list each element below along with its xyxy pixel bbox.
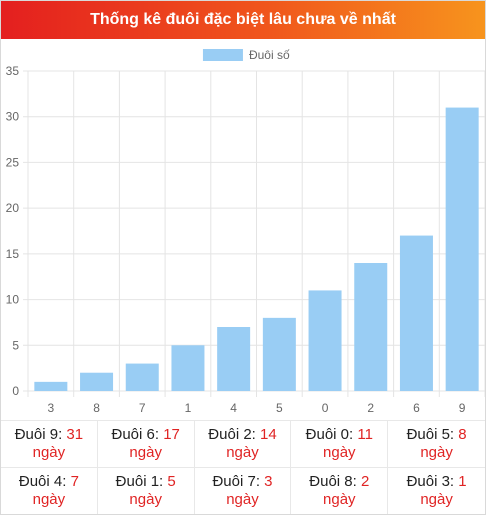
stat-label: Đuôi 9: [14,426,63,443]
stat-unit: ngày [323,444,356,461]
legend-swatch [202,49,243,61]
chart-area: 0 5 10 15 20 25 30 35 3 8 7 1 4 5 0 2 6 9 Đuôi số [1,39,485,419]
x-tick-label: 9 [459,401,466,415]
y-tick-label: 35 [6,64,20,78]
x-tick-label: 2 [367,401,374,415]
stat-unit: ngày [129,444,162,461]
bar [34,381,68,391]
stat-unit: ngày [32,444,66,461]
bar [399,235,433,391]
x-tick-label: 0 [322,401,329,415]
stat-cell: Đuôi 9: 31 ngày [1,420,98,467]
bar [262,317,296,391]
stat-cell: Đuôi 0: 11 ngày [291,420,389,467]
stat-cell: Đuôi 5: 8 ngày [388,420,485,467]
widget-title: Thống kê đuôi đặc biệt lâu chưa về nhất [90,11,396,28]
bar-chart: 0 5 10 15 20 25 30 35 3 8 7 1 4 5 0 2 6 9 Đuôi số [6,48,485,415]
bar [445,107,479,392]
stat-cell: Đuôi 4: 7 ngày [1,467,98,514]
stat-value: 2 [360,473,370,490]
stat-unit: ngày [129,491,162,508]
y-tick-label: 30 [6,110,20,124]
bar [308,290,342,391]
widget-header: Thống kê đuôi đặc biệt lâu chưa về nhất [1,1,485,39]
bar [80,372,114,391]
stat-label: Đuôi 3: [406,473,455,490]
bar [217,327,251,391]
stat-cell: Đuôi 7: 3 ngày [194,467,292,514]
x-tick-label: 7 [139,401,146,415]
x-tick-label: 4 [230,401,237,415]
y-tick-label: 10 [6,293,20,307]
stat-value: 11 [357,426,373,443]
stat-value: 31 [66,426,84,443]
stat-unit: ngày [420,491,453,508]
stat-value: 14 [260,426,277,443]
x-tick-label: 1 [185,401,192,415]
stat-value: 7 [70,473,79,490]
y-tick-label: 20 [6,201,20,215]
y-tick-label: 25 [6,155,20,169]
stat-label: Đuôi 8: [309,473,357,490]
stat-value: 3 [264,473,273,490]
stat-cell: Đuôi 8: 2 ngày [291,467,389,514]
y-tick-label: 5 [12,338,19,352]
stat-value: 1 [458,473,467,490]
stat-cell: Đuôi 6: 17 ngày [97,420,195,467]
stat-label: Đuôi 5: [406,426,455,443]
stat-label: Đuôi 1: [115,473,164,490]
stat-cell: Đuôi 2: 14 ngày [194,420,292,467]
y-tick-label: 15 [6,247,20,261]
stats-grid: Đuôi 9: 31 ngày Đuôi 6: 17 ngày Đuôi 2: … [1,420,485,514]
stat-label: Đuôi 0: [305,426,354,443]
stat-label: Đuôi 6: [111,426,160,443]
stat-label: Đuôi 2: [208,426,256,443]
stat-unit: ngày [226,444,259,461]
stat-unit: ngày [32,491,66,508]
legend-label: Đuôi số [249,48,290,62]
bar [171,345,205,391]
bar [354,263,388,391]
stat-unit: ngày [323,491,356,508]
x-tick-label: 3 [48,401,55,415]
x-tick-label: 8 [93,401,100,415]
x-tick-label: 5 [276,401,283,415]
stat-cell: Đuôi 3: 1 ngày [388,467,485,514]
x-tick-label: 6 [413,401,420,415]
stat-label: Đuôi 4: [18,473,67,490]
stat-label: Đuôi 7: [212,473,260,490]
y-tick-label: 0 [12,384,19,398]
stat-value: 17 [163,426,180,443]
stat-unit: ngày [226,491,259,508]
stat-value: 5 [167,473,176,490]
stat-value: 8 [458,426,467,443]
bar [125,363,159,391]
stat-unit: ngày [420,444,453,461]
stat-cell: Đuôi 1: 5 ngày [97,467,195,514]
